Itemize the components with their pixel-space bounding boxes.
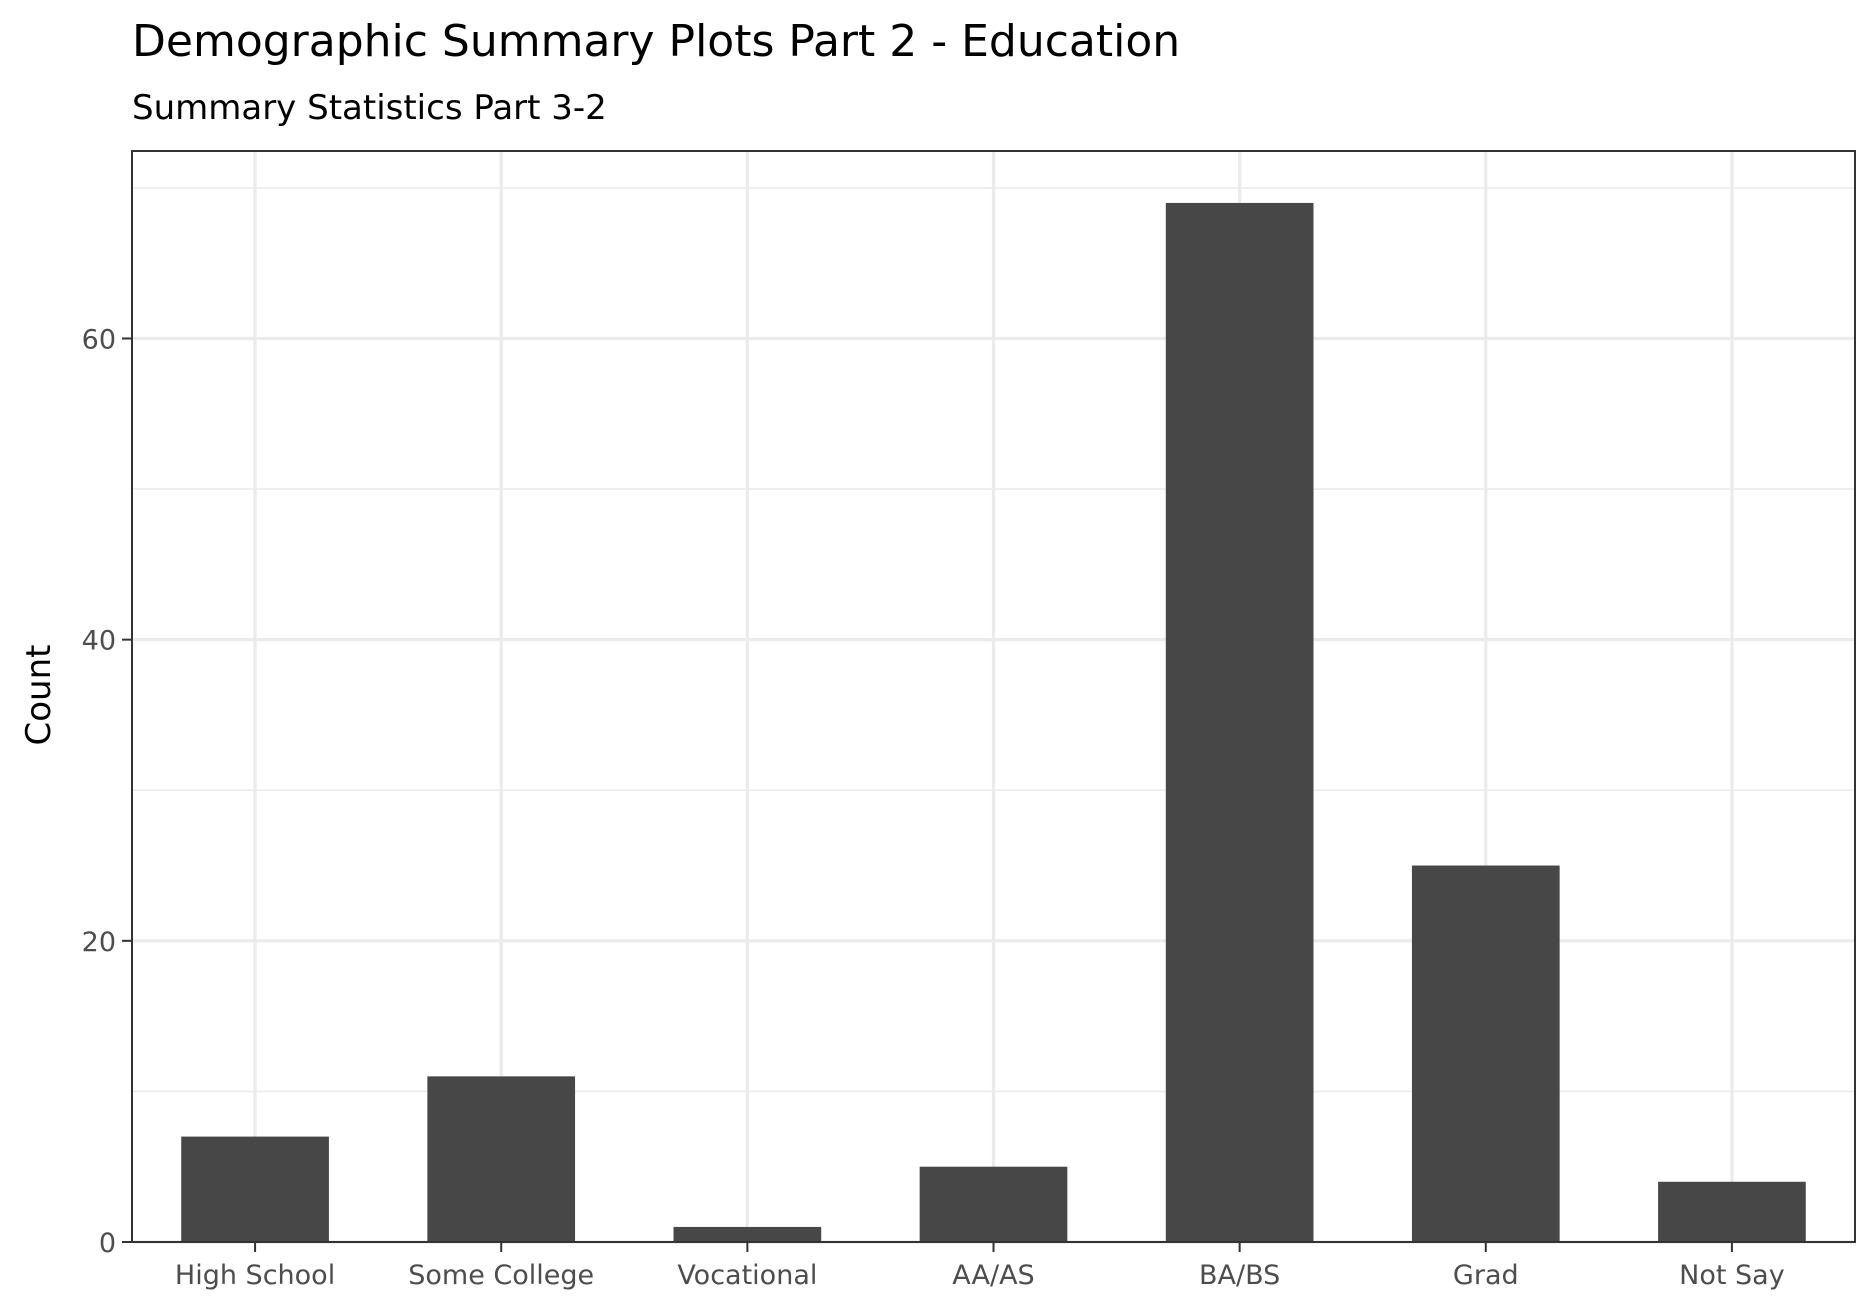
y-axis-title: Count (19, 645, 59, 746)
y-tick-label: 60 (82, 324, 116, 355)
x-tick-label: Not Say (1679, 1260, 1785, 1291)
x-axis: High School Some College Vocational AA/AS BA… (175, 1242, 1785, 1291)
x-tick-label: Some College (408, 1260, 594, 1291)
major-gridlines (132, 151, 1855, 1244)
bar (919, 1166, 1068, 1242)
y-tick-label: 0 (99, 1228, 116, 1259)
bar (1658, 1181, 1806, 1242)
bar (673, 1226, 822, 1242)
bar (1165, 202, 1314, 1242)
chart-subtitle: Summary Statistics Part 3-2 (132, 88, 607, 128)
bar (427, 1076, 576, 1242)
y-tick-label: 20 (82, 927, 116, 958)
x-tick-label: BA/BS (1199, 1260, 1280, 1291)
bar (181, 1136, 329, 1242)
bar (1411, 865, 1560, 1242)
y-tick-label: 40 (82, 626, 116, 657)
x-tick-label: Grad (1453, 1260, 1519, 1291)
x-tick-label: High School (175, 1260, 335, 1291)
x-tick-label: Vocational (677, 1260, 817, 1291)
x-tick-label: AA/AS (952, 1260, 1034, 1291)
y-axis: 0 20 40 60 (82, 324, 132, 1259)
bars (181, 202, 1806, 1242)
chart-title: Demographic Summary Plots Part 2 - Educa… (132, 16, 1180, 67)
